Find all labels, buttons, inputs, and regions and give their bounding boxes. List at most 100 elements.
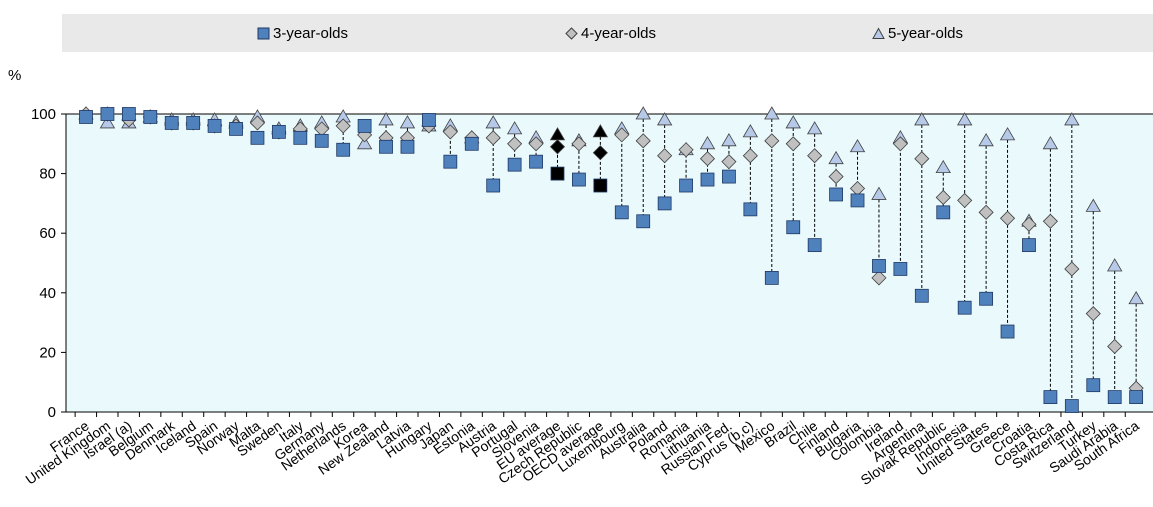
point-3-year-olds (121, 107, 136, 121)
point-4-year-olds (742, 148, 758, 164)
point-3-year-olds (1022, 238, 1036, 253)
point-3-year-olds (872, 259, 886, 273)
point-3-year-olds (1064, 399, 1079, 413)
point-5-year-olds (592, 124, 609, 138)
point-4-year-olds (442, 124, 458, 140)
point-4-year-olds (1064, 261, 1080, 277)
point-4-year-olds (699, 151, 716, 167)
point-4-year-olds (678, 142, 694, 158)
point-3-year-olds (550, 166, 565, 181)
legend-label-3-year-olds: 3-year-olds (273, 24, 349, 42)
point-4-year-olds (807, 148, 823, 164)
point-5-year-olds (378, 112, 394, 126)
point-3-year-olds (486, 178, 501, 193)
point-3-year-olds (657, 196, 672, 211)
point-4-year-olds (978, 204, 994, 220)
legend-triangle-marker (872, 26, 885, 39)
point-3-year-olds (850, 193, 865, 208)
point-5-year-olds (764, 106, 780, 120)
point-4-year-olds (1107, 338, 1123, 355)
point-5-year-olds (871, 186, 887, 200)
point-5-year-olds (635, 106, 651, 120)
point-3-year-olds (593, 178, 608, 193)
point-5-year-olds (999, 127, 1016, 141)
point-3-year-olds (507, 157, 522, 172)
point-5-year-olds (721, 133, 737, 147)
point-5-year-olds (742, 124, 759, 138)
point-4-year-olds (721, 154, 737, 170)
point-3-year-olds (829, 187, 843, 202)
point-5-year-olds (935, 159, 951, 174)
point-4-year-olds (657, 148, 673, 164)
point-5-year-olds (914, 112, 930, 126)
point-4-year-olds (914, 151, 930, 167)
point-3-year-olds (700, 172, 715, 187)
point-3-year-olds (1107, 390, 1122, 405)
point-3-year-olds (400, 139, 415, 154)
point-5-year-olds (1085, 198, 1101, 212)
point-5-year-olds (699, 136, 716, 150)
point-5-year-olds (506, 121, 523, 135)
point-4-year-olds (785, 136, 801, 152)
point-4-year-olds (1085, 306, 1101, 322)
point-3-year-olds (1129, 390, 1144, 405)
y-tick-label: 100 (31, 106, 56, 123)
y-tick-label: 80 (39, 166, 56, 183)
point-4-year-olds (592, 145, 608, 161)
point-4-year-olds (335, 118, 351, 134)
point-3-year-olds (143, 110, 158, 124)
point-5-year-olds (399, 115, 416, 129)
point-5-year-olds (656, 112, 673, 126)
y-tick-label: 40 (39, 285, 56, 302)
point-4-year-olds (828, 169, 844, 185)
point-3-year-olds (1086, 378, 1101, 393)
point-4-year-olds (528, 136, 544, 152)
point-4-year-olds (1021, 216, 1037, 232)
point-5-year-olds (485, 115, 501, 129)
point-3-year-olds (207, 119, 222, 133)
point-5-year-olds (1042, 136, 1059, 150)
legend-square-marker (257, 27, 270, 39)
point-5-year-olds (1107, 258, 1123, 272)
point-4-year-olds (1042, 213, 1058, 229)
point-3-year-olds (807, 238, 822, 253)
point-3-year-olds (164, 116, 179, 130)
data-markers (78, 106, 1144, 413)
y-axis-unit-label: % (8, 67, 21, 84)
point-4-year-olds (549, 139, 566, 155)
point-3-year-olds (572, 172, 586, 187)
point-3-year-olds (636, 214, 651, 229)
y-tick-label: 20 (39, 344, 56, 361)
point-3-year-olds (186, 116, 201, 130)
point-3-year-olds (314, 133, 329, 148)
point-5-year-olds (1128, 290, 1144, 305)
point-4-year-olds (485, 130, 501, 146)
plot-area (66, 114, 1153, 412)
point-5-year-olds (1064, 112, 1080, 126)
point-3-year-olds (250, 130, 265, 145)
point-3-year-olds (764, 270, 779, 285)
point-3-year-olds (1000, 324, 1015, 339)
point-3-year-olds (679, 178, 693, 193)
point-3-year-olds (464, 136, 479, 151)
legend-item-5-year-olds: 5-year-olds (872, 14, 963, 52)
point-4-year-olds (999, 210, 1016, 226)
point-5-year-olds (356, 136, 373, 150)
point-3-year-olds (271, 124, 286, 139)
legend: 3-year-olds 4-year-olds 5-year-olds (62, 14, 1153, 52)
y-tick-label: 60 (39, 225, 56, 242)
point-4-year-olds (871, 270, 887, 286)
point-5-year-olds (806, 121, 823, 135)
point-3-year-olds (722, 169, 736, 184)
legend-label-5-year-olds: 5-year-olds (888, 24, 964, 42)
point-3-year-olds (614, 205, 629, 220)
point-3-year-olds (79, 110, 93, 124)
point-4-year-olds (635, 133, 651, 149)
point-3-year-olds (893, 262, 908, 276)
point-3-year-olds (293, 130, 308, 145)
point-3-year-olds (100, 107, 115, 121)
point-3-year-olds (357, 119, 372, 133)
point-4-year-olds (957, 192, 973, 208)
